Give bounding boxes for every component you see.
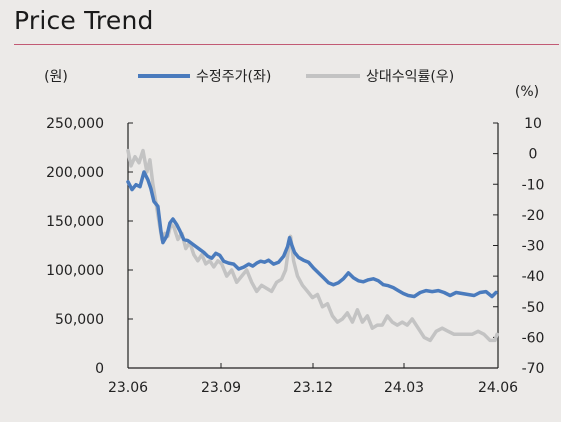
right-tick-label: -20 xyxy=(522,208,545,224)
left-axis-unit-label: (원) xyxy=(44,69,68,85)
right-tick-label: -30 xyxy=(522,239,545,255)
relative-return-series-line xyxy=(126,148,499,343)
page-title: Price Trend xyxy=(14,6,154,35)
right-tick-label: -10 xyxy=(522,177,545,193)
x-tick-label: 23.06 xyxy=(108,380,148,396)
right-axis-unit-label: (%) xyxy=(515,84,539,100)
right-tick-label: -50 xyxy=(522,300,545,316)
right-tick-label: -60 xyxy=(522,330,545,346)
chart-legend: 수정주가(좌) 상대수익률(우) xyxy=(138,69,454,85)
left-tick-label: 150,000 xyxy=(46,214,104,230)
right-tick-label: 10 xyxy=(524,116,542,132)
left-tick-label: 0 xyxy=(95,361,104,377)
right-tick-label: 0 xyxy=(529,147,538,163)
right-tick-label: -40 xyxy=(522,269,545,285)
x-tick-label: 23.09 xyxy=(201,380,241,396)
left-tick-label: 250,000 xyxy=(46,116,104,132)
x-tick-label: 24.06 xyxy=(478,380,518,396)
chart-series-lines xyxy=(126,148,499,343)
x-tick-label: 23.12 xyxy=(293,380,333,396)
x-tick-label: 24.03 xyxy=(384,380,424,396)
legend-label: 수정주가(좌) xyxy=(196,69,271,85)
chart-ticks: 250,000 200,000 150,000 100,000 50,000 0 10 0 -1… xyxy=(44,69,544,396)
title-divider xyxy=(14,44,559,45)
price-series-line xyxy=(126,170,498,299)
left-tick-label: 100,000 xyxy=(46,263,104,279)
left-tick-label: 200,000 xyxy=(46,165,104,181)
right-tick-label: -70 xyxy=(522,361,545,377)
left-tick-label: 50,000 xyxy=(55,312,104,328)
legend-label: 상대수익률(우) xyxy=(366,69,454,85)
